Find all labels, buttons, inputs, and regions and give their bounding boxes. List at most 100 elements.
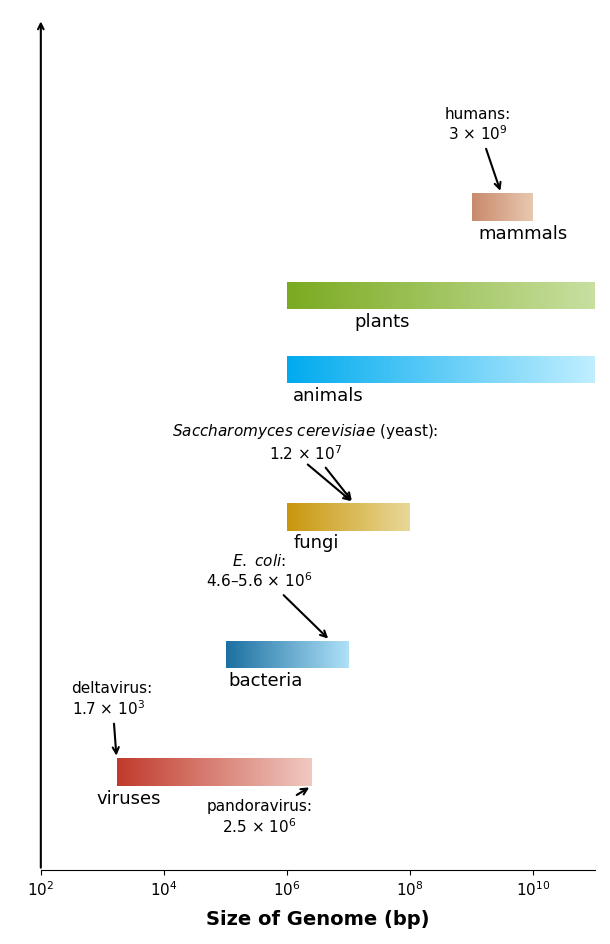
Bar — [535, 282, 536, 310]
Bar — [295, 356, 296, 383]
Bar — [391, 356, 392, 383]
Bar — [317, 356, 318, 383]
Bar — [319, 282, 320, 310]
Bar — [528, 282, 529, 310]
Bar — [407, 282, 408, 310]
Bar — [569, 282, 570, 310]
Bar — [426, 282, 427, 310]
Bar — [553, 356, 554, 383]
Bar — [493, 282, 494, 310]
Bar — [590, 356, 591, 383]
Bar — [573, 356, 574, 383]
Bar — [500, 282, 501, 310]
Bar — [436, 356, 437, 383]
Bar — [547, 356, 548, 383]
Bar — [295, 282, 296, 310]
Bar — [479, 356, 480, 383]
Bar — [553, 282, 554, 310]
Bar — [471, 356, 472, 383]
Bar — [287, 356, 288, 383]
Bar — [442, 282, 443, 310]
Bar — [575, 356, 576, 383]
Bar — [299, 282, 300, 310]
Bar — [588, 282, 589, 310]
Bar — [484, 356, 485, 383]
Bar — [459, 356, 460, 383]
Bar — [454, 282, 455, 310]
Bar — [554, 356, 555, 383]
Text: fungi: fungi — [293, 534, 339, 552]
Bar — [583, 282, 584, 310]
Bar — [589, 356, 590, 383]
Bar — [555, 356, 556, 383]
Bar — [565, 282, 566, 310]
Bar — [407, 356, 408, 383]
Bar — [521, 282, 522, 310]
Bar — [347, 356, 348, 383]
Bar — [325, 356, 326, 383]
Bar — [391, 282, 392, 310]
Bar — [321, 356, 322, 383]
Bar — [300, 282, 301, 310]
Bar — [350, 356, 351, 383]
Bar — [502, 282, 503, 310]
Bar — [344, 356, 345, 383]
Bar — [378, 356, 379, 383]
Bar — [505, 356, 506, 383]
Bar — [540, 282, 541, 310]
Bar — [376, 282, 377, 310]
Text: animals: animals — [293, 387, 364, 405]
Bar — [329, 356, 330, 383]
Bar — [435, 282, 436, 310]
Bar — [494, 356, 495, 383]
Bar — [417, 282, 418, 310]
Bar — [543, 356, 544, 383]
Bar — [344, 282, 345, 310]
Bar — [472, 282, 473, 310]
Bar — [305, 282, 306, 310]
Bar — [497, 356, 498, 383]
Bar — [412, 282, 413, 310]
Bar — [466, 356, 467, 383]
Bar — [336, 356, 337, 383]
Text: $\it{Saccharomyces\ cerevisiae}$ (yeast):
1.2 × 10$^{7}$: $\it{Saccharomyces\ cerevisiae}$ (yeast)… — [173, 422, 439, 499]
Bar — [413, 282, 414, 310]
Bar — [403, 282, 404, 310]
Bar — [301, 356, 302, 383]
Bar — [360, 282, 361, 310]
Bar — [290, 282, 291, 310]
Bar — [298, 356, 299, 383]
Bar — [332, 356, 333, 383]
Bar — [343, 356, 344, 383]
Bar — [430, 282, 431, 310]
Bar — [451, 356, 452, 383]
Bar — [339, 282, 340, 310]
Bar — [343, 282, 344, 310]
Bar — [290, 356, 291, 383]
Bar — [328, 282, 329, 310]
Bar — [460, 282, 461, 310]
Bar — [312, 356, 313, 383]
Bar — [469, 282, 470, 310]
Bar — [400, 282, 401, 310]
Bar — [448, 356, 449, 383]
Bar — [431, 356, 432, 383]
Bar — [377, 356, 378, 383]
Bar — [470, 282, 471, 310]
Bar — [471, 282, 472, 310]
Bar — [477, 356, 478, 383]
Bar — [567, 282, 568, 310]
Bar — [388, 282, 389, 310]
Bar — [434, 282, 435, 310]
Bar — [355, 356, 356, 383]
Bar — [379, 356, 380, 383]
Bar — [436, 282, 437, 310]
Bar — [478, 356, 479, 383]
Bar — [312, 282, 313, 310]
Bar — [338, 356, 339, 383]
Bar — [489, 282, 490, 310]
Bar — [577, 282, 578, 310]
Bar — [537, 356, 538, 383]
Bar — [360, 356, 361, 383]
Bar — [402, 282, 403, 310]
